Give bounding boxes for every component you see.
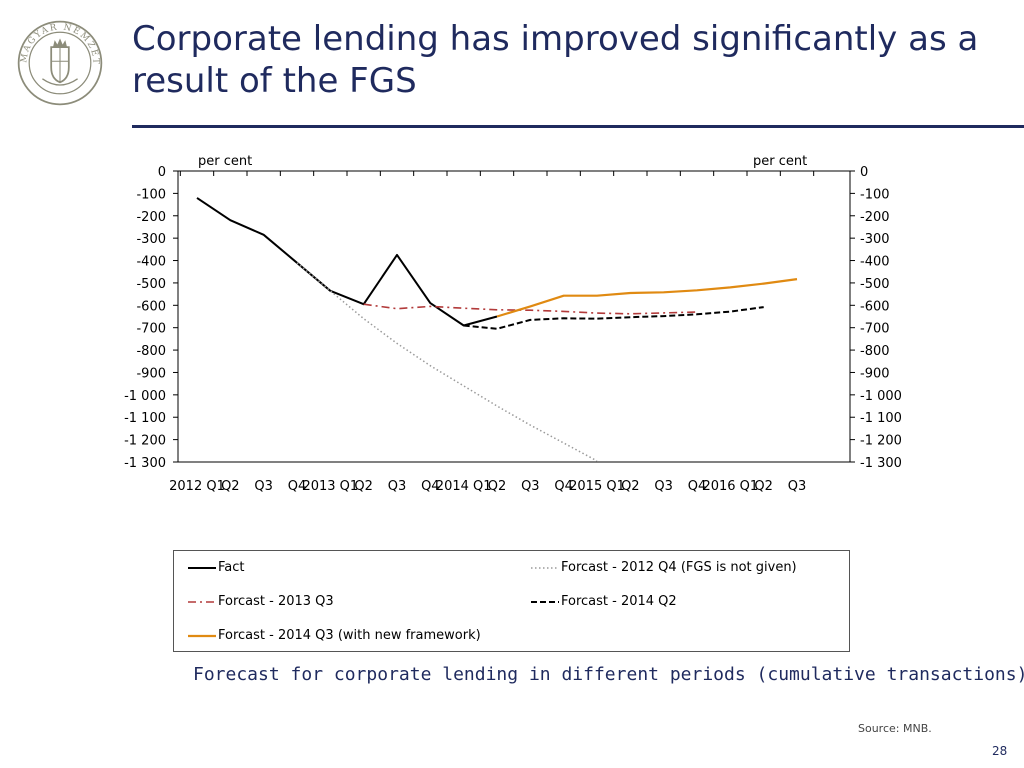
- y-tick-label-left: -500: [136, 277, 166, 292]
- x-tick-label: Q3: [254, 479, 273, 494]
- legend-label-forecast-2013q3: Forcast - 2013 Q3: [218, 594, 334, 609]
- y-axis-label-left: per cent: [198, 154, 252, 169]
- title-divider: [132, 125, 1024, 128]
- y-tick-label-right: -1 200: [860, 434, 902, 449]
- y-tick-label-right: -300: [860, 232, 890, 247]
- legend: Fact Forcast - 2012 Q4 (FGS is not given…: [173, 550, 850, 652]
- y-tick-label-right: -1 100: [860, 411, 902, 426]
- x-tick-label: Q4: [688, 479, 707, 494]
- x-tick-label: Q3: [654, 479, 673, 494]
- y-tick-label-left: -600: [136, 299, 166, 314]
- y-tick-label-left: -1 000: [124, 389, 166, 404]
- y-tick-label-right: -600: [860, 299, 890, 314]
- x-tick-label: Q2: [621, 479, 640, 494]
- y-tick-label-left: -200: [136, 210, 166, 225]
- y-tick-label-left: -900: [136, 366, 166, 381]
- x-tick-label: 2013 Q1: [302, 479, 358, 494]
- slide-title: Corporate lending has improved significa…: [132, 19, 979, 101]
- y-tick-label-left: -1 100: [124, 411, 166, 426]
- series-line-1: [196, 197, 498, 327]
- y-tick-label-right: -900: [860, 366, 890, 381]
- series-line-3: [363, 303, 698, 315]
- y-tick-label-left: -100: [136, 187, 166, 202]
- series-line-2: [296, 262, 598, 462]
- series-line-4: [463, 306, 764, 330]
- y-tick-label-right: -500: [860, 277, 890, 292]
- y-tick-label-right: 0: [860, 165, 868, 180]
- y-tick-label-right: -700: [860, 322, 890, 337]
- x-tick-label: 2012 Q1: [169, 479, 225, 494]
- x-tick-label: Q4: [554, 479, 573, 494]
- y-tick-label-left: -700: [136, 322, 166, 337]
- line-chart: per cent per cent 0 0 -100 -100 -200 -200 -300…: [124, 154, 902, 494]
- y-ticks: 0 0 -100 -100 -200 -200 -300 -300 -400 -400 -500 -5…: [124, 165, 902, 471]
- x-tick-label: 2014 Q1: [436, 479, 492, 494]
- series-line-5: [496, 278, 798, 318]
- page-number: 28: [992, 744, 1008, 758]
- x-tick-label: Q2: [354, 479, 373, 494]
- series-lines: [196, 197, 798, 462]
- legend-label-fact: Fact: [218, 560, 245, 575]
- x-tick-label: Q3: [521, 479, 540, 494]
- x-tick-label: Q2: [754, 479, 773, 494]
- y-tick-label-left: -300: [136, 232, 166, 247]
- y-tick-label-right: -800: [860, 344, 890, 359]
- x-tick-label: Q2: [221, 479, 240, 494]
- mnb-logo: MAGYAR NEMZETI BANK: [16, 19, 103, 106]
- y-axis-label-right: per cent: [753, 154, 807, 169]
- y-tick-label-left: -1 200: [124, 434, 166, 449]
- legend-label-forecast-2014q3: Forcast - 2014 Q3 (with new framework): [218, 628, 481, 643]
- legend-label-forecast-2012q4: Forcast - 2012 Q4 (FGS is not given): [561, 560, 797, 575]
- y-tick-label-right: -100: [860, 187, 890, 202]
- x-tick-label: Q3: [788, 479, 807, 494]
- x-tick-label: Q2: [488, 479, 507, 494]
- y-tick-label-left: -400: [136, 255, 166, 270]
- y-tick-label-right: -1 300: [860, 456, 902, 471]
- source-note: Source: MNB.: [858, 722, 932, 735]
- y-tick-label-left: -1 300: [124, 456, 166, 471]
- y-tick-label-right: -400: [860, 255, 890, 270]
- y-tick-label-left: 0: [158, 165, 166, 180]
- x-tick-label: Q4: [421, 479, 440, 494]
- x-tick-label: Q3: [388, 479, 407, 494]
- plot-area: [177, 170, 851, 463]
- y-tick-label-right: -200: [860, 210, 890, 225]
- x-tick-label: 2016 Q1: [702, 479, 758, 494]
- legend-label-forecast-2014q2: Forcast - 2014 Q2: [561, 594, 677, 609]
- x-tick-label: 2015 Q1: [569, 479, 625, 494]
- y-tick-label-right: -1 000: [860, 389, 902, 404]
- y-tick-label-left: -800: [136, 344, 166, 359]
- x-tick-label: Q4: [288, 479, 307, 494]
- chart-caption: Forecast for corporate lending in differ…: [193, 664, 1024, 685]
